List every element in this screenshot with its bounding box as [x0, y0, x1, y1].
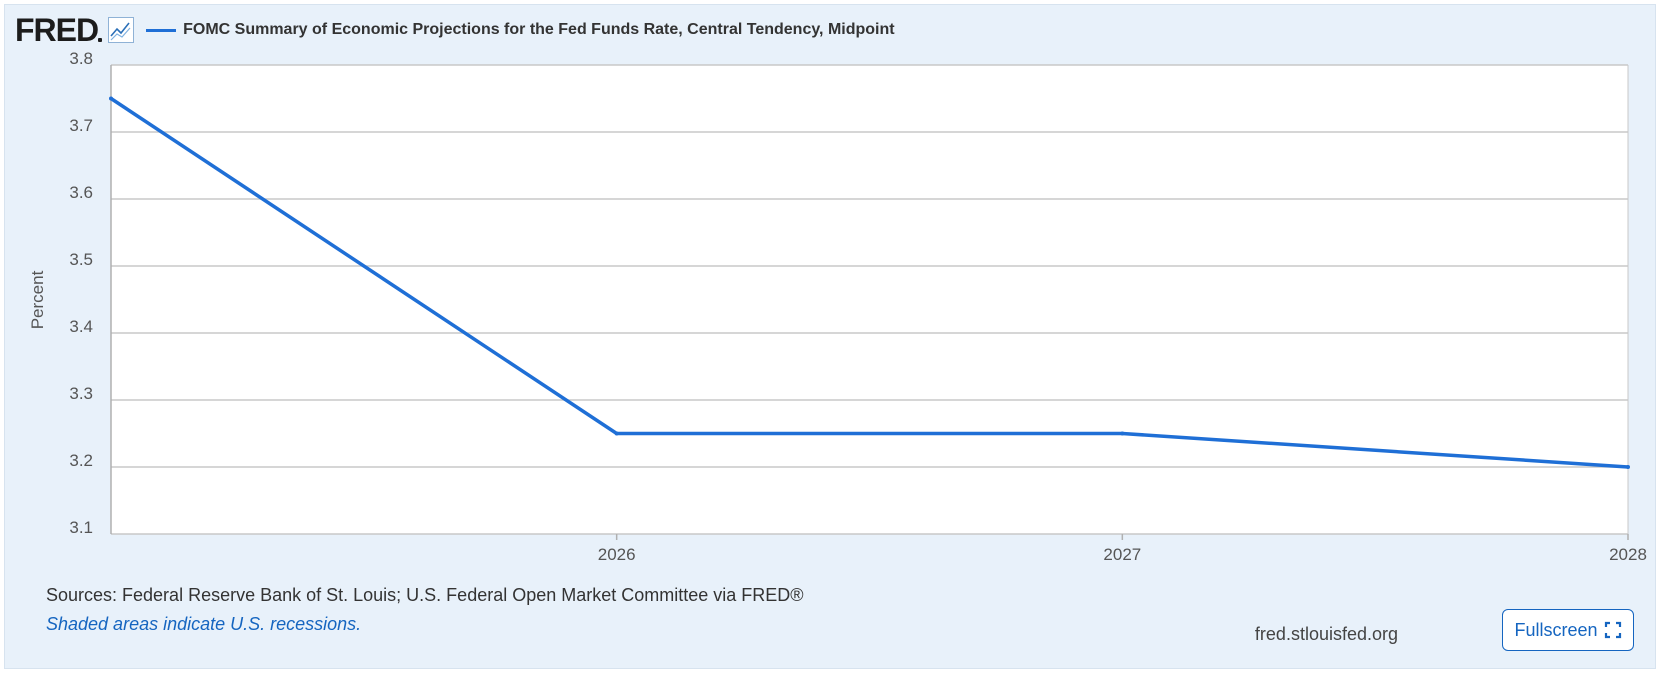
expand-icon — [1604, 621, 1621, 639]
plot-area — [111, 65, 1628, 534]
fullscreen-label: Fullscreen — [1514, 619, 1598, 640]
y-tick-label: 3.1 — [69, 518, 93, 537]
data-point[interactable] — [109, 96, 113, 101]
line-chart-icon — [108, 17, 135, 43]
chart-series — [109, 96, 1630, 469]
chart-gridlines — [110, 64, 1629, 535]
fred-logo-text: FRED — [15, 12, 99, 48]
y-tick-label: 3.4 — [69, 317, 93, 336]
chart-header: FRED FOMC Summary of Economic Projection… — [15, 12, 895, 48]
series-line[interactable] — [110, 97, 1629, 469]
y-tick-label: 3.3 — [69, 384, 93, 403]
x-tick-label: 2028 — [1609, 545, 1647, 564]
legend-series-title: FOMC Summary of Economic Projections for… — [183, 21, 895, 38]
y-tick-label: 3.5 — [69, 250, 93, 269]
fullscreen-button[interactable]: Fullscreen — [1502, 609, 1634, 651]
sources-text: Sources: Federal Reserve Bank of St. Lou… — [46, 585, 804, 605]
data-point[interactable] — [1626, 465, 1630, 469]
data-point[interactable] — [1120, 431, 1125, 436]
y-axis-ticks: 3.1 3.2 3.3 3.4 3.5 3.6 3.7 3.8 — [69, 49, 93, 537]
x-tick-label: 2027 — [1103, 545, 1141, 564]
y-tick-label: 3.7 — [69, 116, 93, 135]
site-url[interactable]: fred.stlouisfed.org — [1254, 624, 1398, 644]
y-tick-label: 3.2 — [69, 451, 93, 470]
legend-swatch — [146, 28, 177, 32]
data-point[interactable] — [614, 431, 619, 436]
recession-note[interactable]: Shaded areas indicate U.S. recessions. — [46, 614, 362, 634]
fred-logo[interactable]: FRED — [15, 12, 103, 48]
y-axis-title: Percent — [28, 270, 47, 330]
y-tick-label: 3.8 — [69, 49, 93, 68]
y-tick-label: 3.6 — [69, 183, 93, 202]
line-chart-icon-graphic — [110, 22, 131, 41]
line-chart: 3.1 3.2 3.3 3.4 3.5 3.6 3.7 3.8 2026 2027 2028 — [69, 49, 1647, 564]
x-tick-label: 2026 — [598, 545, 636, 564]
fred-logo-dot — [98, 38, 103, 42]
x-axis-ticks: 2026 2027 2028 — [598, 534, 1647, 564]
